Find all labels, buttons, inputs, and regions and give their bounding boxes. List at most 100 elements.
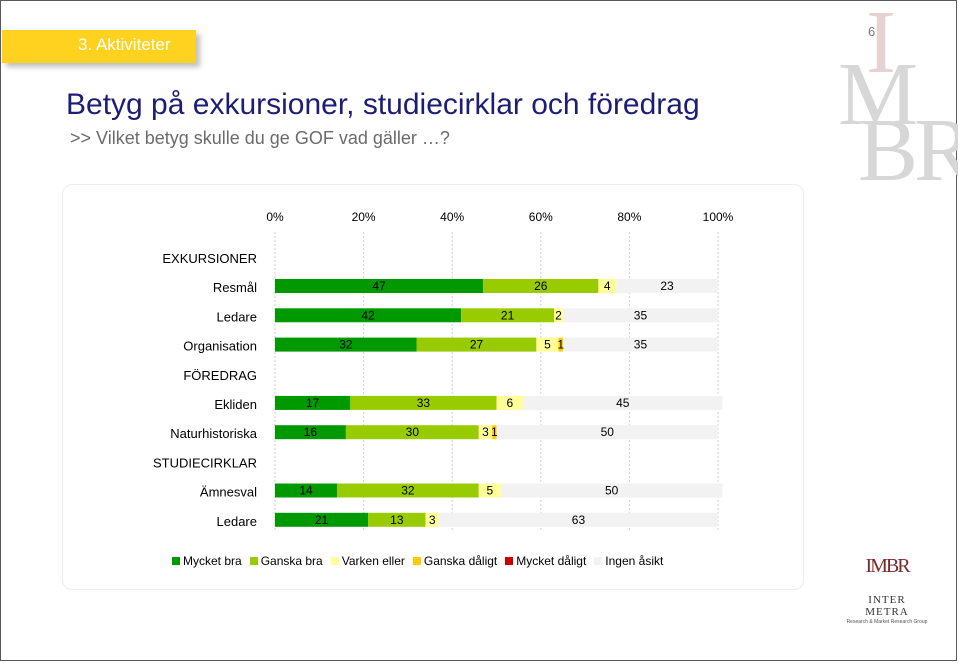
bar-segment xyxy=(478,483,501,498)
bar-segment xyxy=(425,512,439,527)
bar-segment xyxy=(523,395,723,410)
legend-label: Varken eller xyxy=(341,554,405,568)
data-label: 32 xyxy=(401,484,415,498)
row-label: Ämnesval xyxy=(200,485,257,500)
bar-segment xyxy=(350,395,497,410)
data-label: 50 xyxy=(601,425,615,439)
legend-label: Mycket bra xyxy=(183,554,242,568)
bar-segment xyxy=(275,512,369,527)
row-label: Organisation xyxy=(183,339,257,354)
data-label: 50 xyxy=(605,484,619,498)
logo-tagline: Research & Market Research Group xyxy=(846,619,928,625)
bar-segment xyxy=(483,279,599,293)
bar-segment xyxy=(345,425,479,440)
legend-swatch xyxy=(505,557,514,565)
bar-segment xyxy=(275,279,484,293)
section-tab: 3. Aktiviteter xyxy=(2,30,196,63)
bar-segment xyxy=(368,512,426,527)
x-tick-label: 20% xyxy=(352,210,376,224)
bar-segment xyxy=(500,483,723,498)
brand-watermark: I M BR xyxy=(832,0,958,230)
data-label: 35 xyxy=(634,308,648,322)
data-label: 17 xyxy=(306,396,320,410)
data-label: 21 xyxy=(315,513,329,527)
data-label: 26 xyxy=(534,279,548,293)
data-label: 6 xyxy=(506,396,513,410)
data-label: 42 xyxy=(361,308,375,322)
bar-segment xyxy=(275,337,417,352)
legend-item: Ingen åsikt xyxy=(594,554,663,568)
bar-segment xyxy=(461,308,555,323)
legend-item: Ganska dåligt xyxy=(412,554,498,568)
data-label: 23 xyxy=(660,279,674,293)
data-label: 35 xyxy=(634,338,648,352)
row-label: Ekliden xyxy=(214,397,257,412)
x-tick-label: 40% xyxy=(440,210,464,224)
data-label: 30 xyxy=(406,425,420,439)
data-label: 63 xyxy=(572,513,586,527)
page-number: 6 xyxy=(868,24,876,39)
legend-item: Mycket bra xyxy=(172,554,242,568)
data-label: 4 xyxy=(604,279,611,293)
bar-segment xyxy=(496,395,524,410)
bar-segment xyxy=(337,483,479,498)
bar-segment xyxy=(562,337,718,352)
legend-label: Mycket dåligt xyxy=(516,554,587,568)
data-label: 13 xyxy=(390,513,404,527)
row-label: Ledare xyxy=(217,514,257,529)
data-label: 27 xyxy=(470,338,484,352)
data-label: 32 xyxy=(339,338,353,352)
bar-segment xyxy=(598,279,617,293)
data-label: 3 xyxy=(482,425,489,439)
legend-swatch xyxy=(172,557,180,565)
bar-segment xyxy=(275,308,462,323)
watermark-letter: I xyxy=(866,0,896,92)
legend-label: Ingen åsikt xyxy=(605,554,664,568)
intermetra-logo: IMBR INTER METRA Research & Market Resea… xyxy=(846,555,928,625)
group-label: FÖREDRAG xyxy=(183,368,257,383)
group-label: EXKURSIONER xyxy=(162,251,257,266)
data-label: 5 xyxy=(544,338,551,352)
legend-item: Varken eller xyxy=(330,554,405,568)
data-label: 47 xyxy=(372,279,386,293)
legend-swatch xyxy=(330,557,339,565)
legend-swatch xyxy=(594,557,603,565)
bar-segment xyxy=(478,425,493,440)
data-label: 16 xyxy=(304,425,318,439)
bar-segment xyxy=(438,512,718,527)
bar-segment xyxy=(496,425,718,440)
bar-segment xyxy=(558,337,563,352)
data-label: 33 xyxy=(417,396,431,410)
legend-item: Mycket dåligt xyxy=(505,554,586,568)
page-title: Betyg på exkursioner, studiecirklar och … xyxy=(66,88,700,121)
group-label: STUDIECIRKLAR xyxy=(153,456,257,471)
chart-legend: Mycket bra Ganska bra Varken eller Ganska d… xyxy=(172,553,671,569)
logo-name: INTER METRA xyxy=(865,594,909,618)
data-label: 1 xyxy=(491,425,498,439)
data-label: 45 xyxy=(616,396,630,410)
row-label: Ledare xyxy=(217,309,257,324)
data-label: 21 xyxy=(501,308,515,322)
x-tick-label: 80% xyxy=(617,210,641,224)
data-label: 14 xyxy=(299,484,313,498)
legend-item: Ganska bra xyxy=(249,554,323,568)
bar-segment xyxy=(275,395,351,410)
watermark-letter: BR xyxy=(858,101,958,200)
bar-segment xyxy=(275,425,346,440)
legend-swatch xyxy=(249,557,258,565)
bar-segment xyxy=(562,308,718,323)
bar-segment xyxy=(536,337,559,352)
data-label: 1 xyxy=(557,338,564,352)
bar-segment xyxy=(492,425,497,440)
logo-mark: IMBR xyxy=(865,555,910,577)
legend-swatch xyxy=(412,557,421,565)
legend-label: Ganska dåligt xyxy=(423,554,498,568)
data-label: 2 xyxy=(555,308,562,322)
data-label: 5 xyxy=(487,484,494,498)
bar-segment xyxy=(554,308,563,323)
x-tick-label: 60% xyxy=(529,210,553,224)
watermark-letter: M xyxy=(838,45,918,144)
row-label: Naturhistoriska xyxy=(170,426,257,441)
